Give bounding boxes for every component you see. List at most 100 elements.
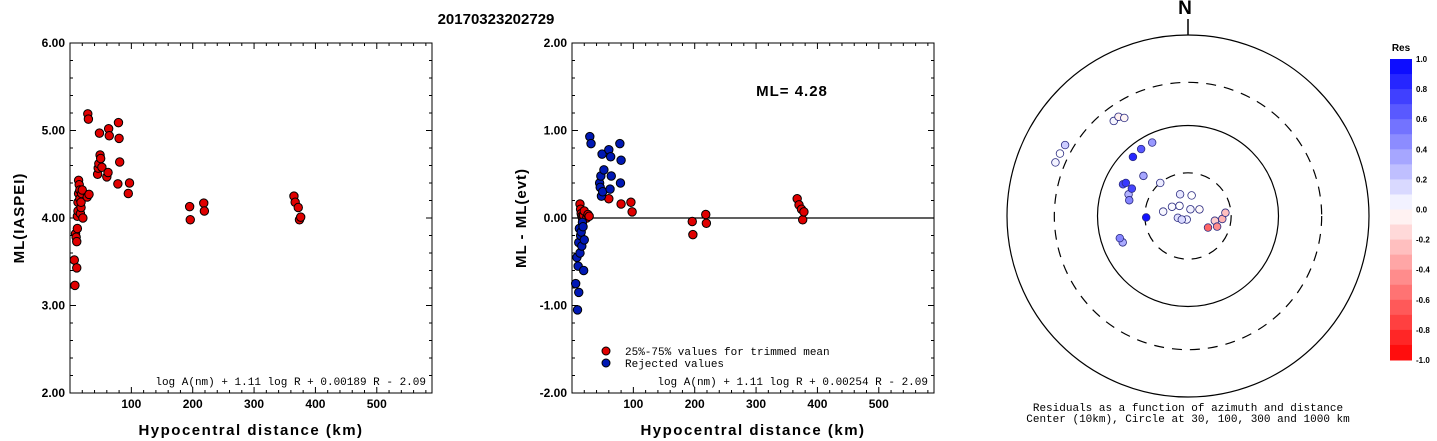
magnitude-vs-distance-chart: 100 200 300 400 500 2.00 3.00 4.00 5.00 6.00 Hypoc… xyxy=(11,36,433,439)
data-point xyxy=(701,218,712,228)
data-point xyxy=(584,211,594,221)
data-point xyxy=(97,162,107,172)
data-point xyxy=(103,167,113,178)
data-point xyxy=(570,278,581,289)
data-point xyxy=(72,263,82,273)
y-tick-label: 1.00 xyxy=(544,124,568,138)
data-point xyxy=(69,255,79,265)
station-point xyxy=(1055,149,1065,158)
colorbar-tick-label: -1.0 xyxy=(1416,356,1430,365)
colorbar-segment xyxy=(1390,209,1412,226)
data-point xyxy=(70,280,80,291)
data-point xyxy=(114,133,124,144)
station-point xyxy=(1141,213,1151,222)
x-tick-label: 200 xyxy=(685,397,705,411)
legend-label: Rejected values xyxy=(625,359,724,371)
colorbar-segment xyxy=(1390,89,1412,105)
y-tick-label: 6.00 xyxy=(42,36,66,50)
data-point xyxy=(579,235,589,245)
map-caption: Center (10km), Circle at 30, 100, 300 an… xyxy=(1026,414,1350,426)
x-tick-label: 400 xyxy=(305,397,325,411)
colorbar-tick-label: -0.8 xyxy=(1416,326,1430,335)
data-point xyxy=(799,207,809,217)
data-point xyxy=(72,223,83,234)
station-point xyxy=(1167,202,1177,211)
data-point xyxy=(578,222,588,232)
station-point xyxy=(1203,223,1213,232)
x-tick-label: 400 xyxy=(807,397,827,411)
colorbar-tick-label: -0.6 xyxy=(1416,296,1430,305)
y-axis-label: ML(IASPEI) xyxy=(11,173,28,264)
data-point xyxy=(688,229,698,240)
colorbar-tick-label: 1.0 xyxy=(1416,55,1428,64)
data-point xyxy=(185,215,195,225)
colorbar-tick-label: -0.2 xyxy=(1416,236,1430,245)
data-point xyxy=(94,128,105,138)
data-point xyxy=(687,216,697,227)
station-point xyxy=(1128,152,1138,162)
colorbar-tick-label: 0.2 xyxy=(1416,175,1428,184)
data-point xyxy=(797,215,808,225)
data-point xyxy=(701,209,711,220)
data-point xyxy=(615,178,626,188)
station-point xyxy=(1115,233,1124,243)
x-tick-label: 300 xyxy=(746,397,766,411)
data-point xyxy=(83,114,94,124)
residual-vs-distance-chart: 100 200 300 400 500 -2.00 -1.00 0.00 1.00 2.00 Hyp… xyxy=(513,36,935,439)
data-point xyxy=(199,198,209,208)
x-tick-label: 500 xyxy=(869,397,889,411)
x-tick-label: 100 xyxy=(623,397,643,411)
colorbar-segment xyxy=(1390,74,1412,90)
colorbar-segment xyxy=(1390,314,1412,331)
station-point xyxy=(1147,138,1157,147)
station-point xyxy=(1187,191,1196,200)
formula-text: log A(nm) + 1.11 log R + 0.00254 R - 2.0… xyxy=(657,377,928,389)
colorbar-segment xyxy=(1390,59,1412,75)
figure-title: 20170323202729 xyxy=(438,11,555,28)
x-axis-label: Hypocentral distance (km) xyxy=(138,422,363,439)
y-tick-label: -1.00 xyxy=(540,299,568,313)
station-point xyxy=(1127,184,1137,193)
data-point xyxy=(199,206,210,216)
x-tick-label: 300 xyxy=(244,397,264,411)
colorbar-segment xyxy=(1390,344,1412,361)
station-point xyxy=(1125,196,1134,205)
data-point xyxy=(84,189,94,200)
azimuth-residual-chart: N Residuals as a function of azimuth and … xyxy=(1006,0,1430,426)
station-point xyxy=(1177,215,1186,224)
data-point xyxy=(616,199,626,209)
ml-value: ML= 4.28 xyxy=(756,83,828,100)
x-axis-label: Hypocentral distance (km) xyxy=(640,422,865,439)
colorbar-tick-label: -0.4 xyxy=(1416,266,1430,275)
data-point xyxy=(626,197,636,207)
legend-marker xyxy=(601,358,611,368)
colorbar-title: Res xyxy=(1392,43,1411,54)
station-point xyxy=(1158,207,1168,216)
colorbar-segment xyxy=(1390,104,1412,120)
colorbar-segment xyxy=(1390,194,1412,210)
station-point xyxy=(1139,171,1148,181)
map-caption: Residuals as a function of azimuth and d… xyxy=(1033,403,1343,415)
distance-ring xyxy=(1096,124,1280,308)
data-point xyxy=(104,131,114,141)
station-point xyxy=(1175,190,1185,199)
colorbar-segment xyxy=(1390,224,1412,241)
colorbar-tick-label: 0.4 xyxy=(1416,145,1428,154)
distance-ring xyxy=(1053,81,1323,351)
data-point xyxy=(124,178,135,188)
y-tick-label: 3.00 xyxy=(42,299,66,313)
data-point xyxy=(574,287,584,298)
data-point xyxy=(123,188,133,199)
data-point xyxy=(77,185,87,195)
data-point xyxy=(295,212,306,222)
colorbar-segment xyxy=(1390,134,1412,150)
colorbar-segment xyxy=(1390,254,1412,271)
data-point xyxy=(627,207,637,217)
y-tick-label: -2.00 xyxy=(540,386,568,400)
colorbar-segment xyxy=(1390,284,1412,301)
colorbar-segment xyxy=(1390,299,1412,316)
x-tick-label: 200 xyxy=(183,397,203,411)
data-point xyxy=(605,184,615,194)
data-point xyxy=(605,152,616,162)
formula-text: log A(nm) + 1.11 log R + 0.00189 R - 2.0… xyxy=(155,377,426,389)
